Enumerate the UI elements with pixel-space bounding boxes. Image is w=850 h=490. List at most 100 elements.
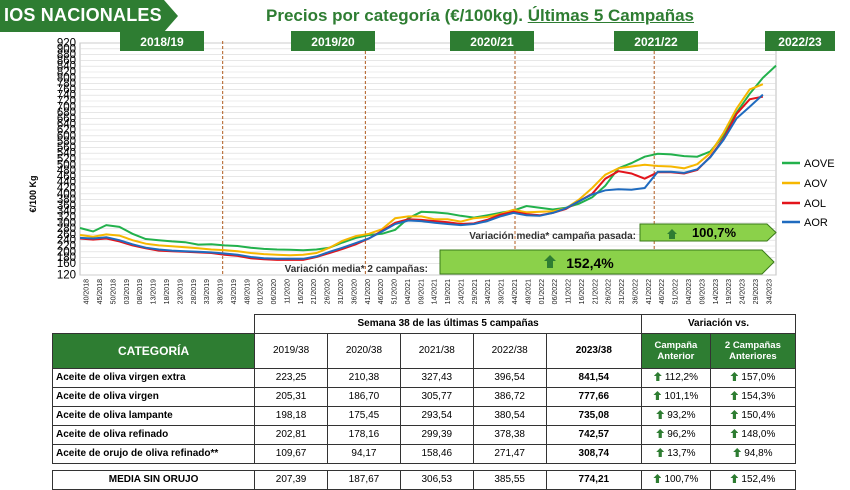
y-tick-label: 680 xyxy=(57,107,76,119)
section-banner: IOS NACIONALES xyxy=(0,0,178,32)
x-tick-label: 04/2021 xyxy=(405,279,412,304)
row-var-two-value: 94,8% xyxy=(744,448,773,459)
y-tick-label: 380 xyxy=(57,194,76,206)
x-tick-label: 11/2022 xyxy=(566,279,573,304)
summary-val-2021: 306,53 xyxy=(399,469,474,490)
row-var-prev-value: 101,1% xyxy=(664,391,699,402)
x-tick-label: 01/2020 xyxy=(258,279,265,304)
y-tick-label: 600 xyxy=(57,130,76,142)
table-corner-empty xyxy=(53,315,255,334)
x-tick-label: 46/2022 xyxy=(659,279,666,304)
table-row: Aceite de oliva refinado 202,81 178,16 299,… xyxy=(51,424,797,445)
up-arrow-icon xyxy=(733,448,742,457)
title-underlined: Últimas 5 Campañas xyxy=(527,6,695,25)
spacer-row xyxy=(53,463,796,470)
y-tick-label: 240 xyxy=(57,235,76,247)
series-line-aove xyxy=(79,64,777,252)
row-value: 305,77 xyxy=(399,386,474,407)
x-tick-label: 41/2022 xyxy=(646,279,653,304)
x-tick-label: 09/2021 xyxy=(418,279,425,304)
y-axis-label: €/100 Kg xyxy=(28,175,38,212)
row-value: 271,47 xyxy=(472,443,547,464)
table-row: Aceite de oliva lampante 198,18 175,45 293,… xyxy=(51,405,797,426)
x-tick-label: 29/2021 xyxy=(472,279,479,304)
row-value: 202,81 xyxy=(254,424,329,445)
campaign-label-box xyxy=(614,31,698,51)
table-row: Aceite de oliva virgen 205,31 186,70 305,77… xyxy=(51,386,797,407)
y-tick-label: 700 xyxy=(57,101,76,113)
variation-header: Variación vs. xyxy=(641,314,796,334)
row-var-prev-value: 96,2% xyxy=(667,429,696,440)
row-var-prev-value: 13,7% xyxy=(667,448,696,459)
x-tick-label: 48/2019 xyxy=(244,279,251,304)
row-var-two: 157,0% xyxy=(709,367,797,388)
y-tick-label: 460 xyxy=(57,171,76,183)
x-tick-label: 13/2019 xyxy=(151,279,158,304)
row-var-two-value: 154,3% xyxy=(741,391,776,402)
row-var-prev: 13,7% xyxy=(641,443,711,464)
x-tick-label: 26/2020 xyxy=(325,279,332,304)
row-category: Aceite de oliva virgen xyxy=(51,386,256,407)
banner-label: IOS NACIONALES xyxy=(4,5,162,25)
y-tick-label: 780 xyxy=(57,78,76,90)
y-tick-label: 620 xyxy=(57,125,76,137)
summary-val-2020: 187,67 xyxy=(327,469,401,490)
x-tick-label: 31/2020 xyxy=(338,279,345,304)
row-value: 178,16 xyxy=(327,424,401,445)
price-table: Semana 38 de las últimas 5 campañas Vari… xyxy=(51,314,797,490)
row-var-two: 150,4% xyxy=(709,405,797,426)
y-tick-label: 160 xyxy=(57,258,76,270)
campaign-label: 2019/20 xyxy=(311,35,355,49)
row-var-two: 154,3% xyxy=(709,386,797,407)
row-var-prev-value: 112,2% xyxy=(664,372,698,383)
y-tick-label: 860 xyxy=(57,55,76,67)
x-tick-label: 38/2019 xyxy=(218,279,225,304)
campaign-label-box xyxy=(450,31,534,51)
row-value: 396,54 xyxy=(472,367,547,388)
annotation-two-value: 152,4% xyxy=(566,255,614,271)
campaign-label-box xyxy=(765,31,835,51)
y-tick-label: 520 xyxy=(57,154,76,166)
annotation-two-label: Variación media* 2 campañas: xyxy=(285,264,428,275)
y-tick-label: 920 xyxy=(57,38,76,50)
y-tick-label: 400 xyxy=(57,188,76,200)
row-value: 175,45 xyxy=(327,405,401,426)
up-arrow-icon xyxy=(730,429,739,438)
x-tick-label: 11/2020 xyxy=(284,279,291,304)
row-category: Aceite de oliva virgen extra xyxy=(51,367,256,388)
x-tick-label: 24/2021 xyxy=(458,279,465,304)
y-tick-label: 280 xyxy=(57,223,76,235)
row-category: Aceite de orujo de oliva refinado** xyxy=(51,443,256,464)
row-value: 293,54 xyxy=(399,405,474,426)
x-tick-label: 26/2022 xyxy=(606,279,613,304)
row-value: 158,46 xyxy=(399,443,474,464)
row-category: Aceite de oliva lampante xyxy=(51,405,256,426)
row-var-two-value: 148,0% xyxy=(741,429,776,440)
y-tick-label: 340 xyxy=(57,206,76,218)
x-tick-label: 16/2022 xyxy=(579,279,586,304)
legend-label: AOV xyxy=(804,178,828,190)
y-tick-label: 720 xyxy=(57,96,76,108)
up-arrow-icon xyxy=(544,255,556,268)
x-tick-label: 36/2020 xyxy=(351,279,358,304)
x-tick-label: 34/2021 xyxy=(485,279,492,304)
row-var-two-value: 157,0% xyxy=(741,372,776,383)
x-tick-label: 46/2020 xyxy=(378,279,385,304)
row-value: 210,38 xyxy=(327,367,401,388)
row-var-prev: 112,2% xyxy=(641,367,711,388)
legend-label: AOVE xyxy=(804,158,835,170)
campaign-label: 2018/19 xyxy=(140,35,184,49)
x-tick-label: 51/2022 xyxy=(673,279,680,304)
x-tick-label: 09/2023 xyxy=(699,279,706,304)
up-arrow-icon xyxy=(730,410,739,419)
summary-row: MEDIA SIN ORUJO 207,39 187,67 306,53 385… xyxy=(51,469,797,490)
y-tick-label: 120 xyxy=(57,270,76,282)
table-row: Aceite de orujo de oliva refinado** 109,6… xyxy=(51,443,797,464)
week-header: Semana 38 de las últimas 5 campañas xyxy=(254,314,643,334)
y-tick-label: 420 xyxy=(57,183,76,195)
table-row: Aceite de oliva virgen extra 223,25 210,38… xyxy=(51,367,797,388)
y-tick-label: 660 xyxy=(57,113,76,125)
summary-var-prev-value: 100,7% xyxy=(664,474,699,485)
row-value: 378,38 xyxy=(472,424,547,445)
x-tick-label: 03/2019 xyxy=(124,279,131,304)
